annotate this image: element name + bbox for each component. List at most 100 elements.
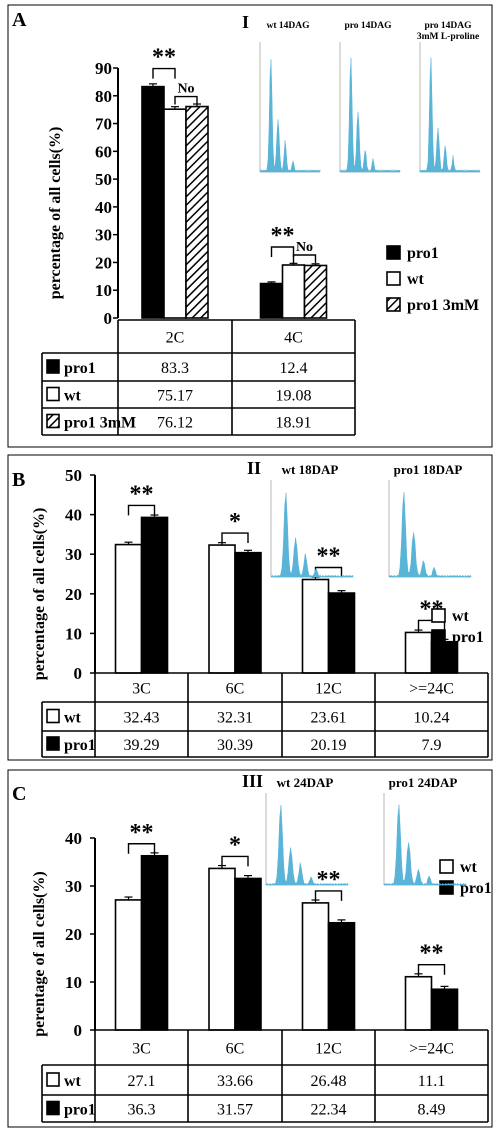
legend-label: wt [452, 608, 470, 625]
legend-swatch [386, 245, 401, 260]
table-cell: 22.34 [311, 1102, 347, 1119]
y-tick-label: 10 [65, 973, 82, 992]
bar-pro1-24C [430, 988, 459, 1031]
y-axis-label: percentage of all cells(%) [47, 127, 64, 300]
y-tick-label: 40 [65, 506, 82, 525]
table-cell: 32.43 [124, 710, 160, 727]
inset-label: 3mM L-proline [417, 32, 479, 42]
legend-swatch [386, 271, 401, 286]
bar-pro1-12C [327, 921, 356, 1031]
legend-label: pro1 [460, 880, 492, 897]
row-label: wt [64, 388, 82, 405]
histogram-peaks [259, 59, 321, 173]
inset-roman: II [247, 458, 261, 478]
histogram-peaks [388, 492, 472, 578]
row-swatch [46, 1072, 60, 1087]
legend-swatch [439, 859, 454, 874]
significance-label: ** [130, 820, 154, 846]
inset-histograms: II wt 18DAP pro1 18DAP [247, 458, 472, 578]
y-tick-label: 80 [95, 87, 112, 106]
row-label: wt [64, 710, 82, 727]
significance-label: ** [152, 45, 176, 71]
y-tick-label: 30 [65, 545, 82, 564]
table-cell: 18.91 [276, 415, 312, 432]
category-label: >=24C [409, 681, 454, 698]
significance-label: ** [420, 941, 444, 967]
y-tick-label: 20 [65, 585, 82, 604]
significance-label: No [296, 240, 313, 255]
data-table: 2C 4C pro1 83.3 12.4 wt 75.17 19.08 pro1 3mM 76.1… [41, 319, 356, 436]
table-cell: 36.3 [128, 1102, 156, 1119]
panel-letter: B [12, 469, 25, 491]
inset-roman: III [242, 771, 263, 791]
category-label: 4C [284, 330, 303, 347]
significance-bracket [152, 67, 176, 79]
inset-label: pro 14DAG [344, 21, 392, 31]
significance-label: * [229, 832, 241, 858]
histogram-peaks [339, 57, 401, 173]
histogram-peaks [419, 57, 481, 173]
inset-label: pro1 24DAP [389, 775, 458, 790]
row-label: pro1 [64, 360, 96, 377]
bar-pro1-6C [234, 877, 262, 1031]
table-cell: 31.57 [217, 1102, 253, 1119]
bar-pro1-3mM-2C [185, 105, 209, 319]
bar-pro1-12C [327, 592, 356, 674]
y-tick-label: 50 [95, 170, 112, 189]
panel-letter: C [12, 783, 26, 805]
significance-bracket [314, 890, 343, 901]
significance-label: ** [317, 867, 341, 893]
data-table: 3C 6C 12C >=24C wt 32.43 32.31 23.61 10.24 pro1 39… [41, 672, 489, 758]
significance-bracket [270, 246, 295, 257]
table-cell: 75.17 [157, 388, 193, 405]
table-cell: 26.48 [311, 1073, 347, 1090]
inset-label: wt 24DAP [277, 775, 334, 790]
panel-frame [7, 769, 493, 1128]
y-tick-label: 30 [65, 877, 82, 896]
legend-swatch [431, 608, 446, 623]
table-cell: 39.29 [124, 737, 160, 754]
row-label: pro1 3mM [64, 415, 136, 432]
table-cell: 19.08 [276, 388, 312, 405]
table-cell: 7.9 [422, 737, 442, 754]
table-cell: 10.24 [414, 710, 450, 727]
panel-frame [7, 454, 493, 761]
bar-wt-3C [114, 899, 143, 1031]
category-label: 12C [315, 1041, 342, 1058]
significance-bracket [221, 855, 249, 867]
table-cell: 11.1 [418, 1073, 445, 1090]
inset-label: pro 14DAG [424, 21, 472, 31]
significance-bracket [127, 504, 156, 516]
row-swatch [46, 736, 60, 751]
histogram-peaks [383, 804, 467, 886]
table-cell: 23.61 [311, 710, 347, 727]
bar-wt-12C [301, 578, 330, 674]
row-label: pro1 [64, 737, 96, 754]
table-cell: 33.66 [217, 1073, 253, 1090]
legend-label: pro1 [407, 245, 439, 262]
table-cell: 27.1 [128, 1073, 156, 1090]
inset-roman: I [242, 12, 249, 32]
bar-wt-24C [404, 631, 433, 674]
panel-a: A 0 10 20 30 40 50 60 70 80 90 percentage of all ce… [7, 4, 493, 448]
significance-label: No [177, 82, 194, 97]
category-label: 3C [132, 1041, 151, 1058]
inset-label: wt 14DAG [266, 21, 310, 31]
data-table: 3C 6C 12C >=24C wt 27.1 33.66 26.48 11.1 pro1 36.3… [41, 1029, 489, 1123]
y-tick-label: 30 [95, 226, 112, 245]
bar-wt-3C [114, 543, 143, 674]
panel-letter: A [12, 9, 27, 31]
row-label: pro1 [64, 1102, 96, 1119]
y-tick-label: 60 [95, 142, 112, 161]
significance-bracket [417, 964, 446, 975]
legend-label: pro1 3mM [407, 297, 479, 314]
legend: wt pro1 [431, 608, 484, 646]
row-swatch [46, 359, 60, 374]
category-label: 12C [315, 681, 342, 698]
significance-label: * [229, 509, 241, 535]
row-swatch [46, 708, 60, 724]
